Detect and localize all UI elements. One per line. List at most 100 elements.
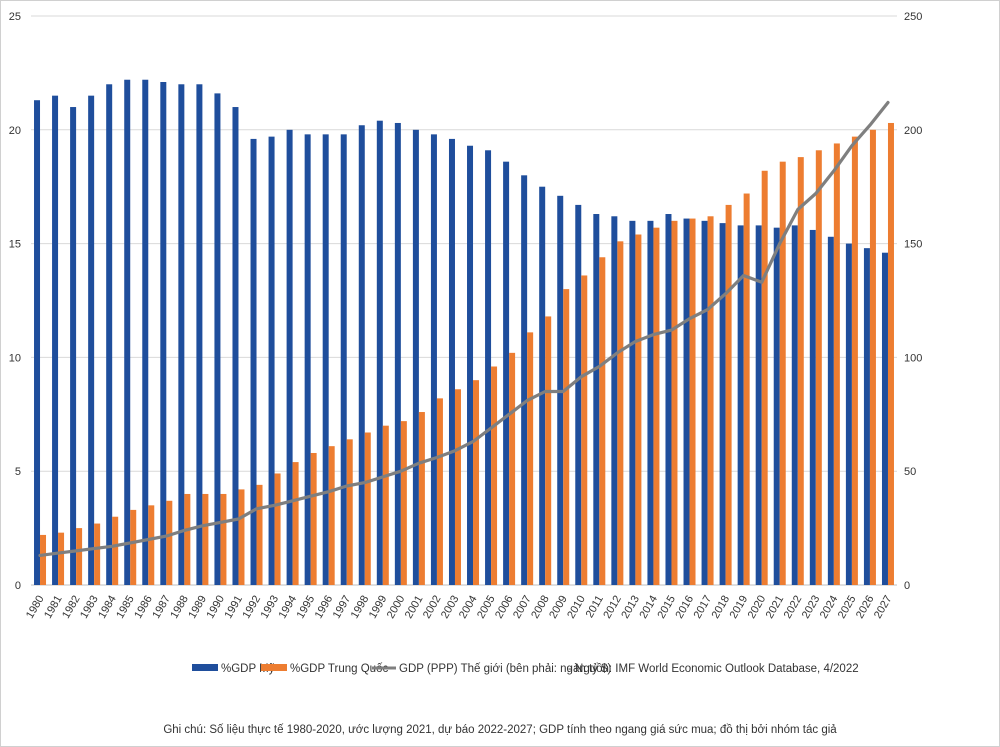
bar-china-1998: [364, 432, 371, 585]
gridlines: [31, 15, 897, 586]
bar-us-2006: [503, 161, 510, 585]
bar-us-2014: [647, 220, 654, 585]
y-left-tick-label: 20: [9, 125, 21, 137]
bar-china-1985: [130, 509, 137, 585]
bar-china-2015: [671, 220, 678, 585]
bar-china-1982: [76, 528, 83, 585]
bar-us-2007: [521, 175, 528, 585]
bar-us-1998: [358, 125, 365, 586]
bar-us-1994: [286, 129, 293, 586]
bar-us-1992: [250, 138, 257, 586]
bar-us-2026: [863, 248, 870, 586]
bar-us-2012: [611, 216, 618, 585]
y-right-tick-label: 100: [904, 352, 922, 364]
legend-label-world: GDP (PPP) Thế giới (bên phải: ngàn tỷ $): [399, 663, 611, 675]
bar-us-2015: [665, 214, 672, 585]
bar-us-2008: [539, 186, 546, 585]
bar-us-1991: [232, 107, 239, 585]
y-right-tick-label: 0: [904, 580, 910, 592]
bar-us-2003: [448, 138, 455, 586]
bar-us-2016: [683, 218, 690, 585]
bar-china-2013: [635, 234, 642, 585]
bar-us-2010: [575, 204, 582, 585]
bar-china-1981: [58, 532, 65, 585]
legend-label-china: %GDP Trung Quốc: [290, 663, 388, 675]
bar-china-2023: [815, 150, 822, 585]
y-left-tick-label: 10: [9, 352, 21, 364]
bar-china-2027: [887, 122, 894, 586]
bar-china-1986: [148, 505, 155, 585]
bar-us-2020: [755, 225, 762, 585]
bar-us-2022: [791, 225, 798, 585]
bar-china-2010: [581, 275, 588, 585]
legend-swatch-us: [192, 664, 218, 671]
bar-china-2005: [491, 366, 498, 585]
bar-us-1981: [52, 95, 59, 585]
bar-us-2024: [827, 236, 834, 585]
bar-us-1984: [106, 84, 113, 585]
bar-us-1995: [304, 134, 311, 586]
bar-china-2017: [707, 216, 714, 585]
y-right-tick-label: 150: [904, 239, 922, 251]
bar-china-2024: [833, 143, 840, 585]
bar-china-2018: [725, 204, 732, 585]
bar-us-2019: [737, 225, 744, 585]
bar-china-2014: [653, 227, 660, 585]
bar-china-2021: [779, 161, 786, 585]
bar-china-1996: [328, 446, 335, 585]
bar-us-1997: [340, 134, 347, 586]
bar-china-1984: [112, 516, 119, 585]
bar-china-1987: [166, 500, 173, 585]
bar-china-2020: [761, 170, 768, 585]
bar-china-1990: [220, 493, 227, 585]
bar-china-2026: [869, 129, 876, 586]
bar-china-1995: [310, 452, 317, 585]
bar-us-2013: [629, 220, 636, 585]
bar-us-2025: [845, 243, 852, 585]
bar-us-1983: [88, 95, 95, 585]
bar-china-1992: [256, 484, 263, 585]
line-world-gdp: [38, 100, 890, 558]
bar-us-1990: [214, 93, 221, 585]
y-right-tick-label: 250: [904, 11, 922, 23]
bar-us-1993: [268, 136, 275, 586]
legend-source: - Nguồn: IMF World Economic Outlook Data…: [568, 663, 859, 675]
bar-us-1986: [142, 79, 149, 585]
bar-china-2012: [617, 241, 624, 585]
bar-china-1993: [274, 473, 281, 585]
bar-us-1982: [70, 107, 77, 585]
bar-us-2004: [467, 145, 474, 585]
bar-china-1991: [238, 489, 245, 585]
line-series: [38, 100, 890, 558]
bar-china-2004: [473, 380, 480, 585]
bar-us-1985: [124, 79, 131, 585]
bar-us-2018: [719, 223, 726, 585]
bar-china-1997: [346, 439, 353, 585]
bar-china-1994: [292, 462, 299, 585]
bar-china-2006: [509, 352, 516, 585]
bar-china-2025: [851, 136, 858, 586]
bar-china-2019: [743, 193, 750, 585]
bar-us-1996: [322, 134, 329, 586]
bar-china-2008: [545, 316, 552, 585]
y-left-tick-label: 25: [9, 11, 21, 23]
bar-china-2000: [400, 421, 407, 585]
bar-us-1987: [160, 82, 167, 585]
y-left-tick-label: 0: [15, 580, 21, 592]
bar-us-2027: [881, 252, 888, 586]
legend: %GDP Mỹ %GDP Trung Quốc GDP (PPP) Thế gi…: [192, 663, 859, 675]
legend-swatch-china: [261, 664, 287, 671]
bar-china-2011: [599, 257, 606, 585]
bar-china-2009: [563, 289, 570, 585]
y-left-tick-label: 5: [15, 466, 21, 478]
bar-china-1983: [94, 523, 101, 585]
bars: [34, 79, 894, 586]
bar-us-2011: [593, 214, 600, 585]
bar-china-2022: [797, 157, 804, 585]
y-right-tick-label: 50: [904, 466, 916, 478]
bar-us-1989: [196, 84, 203, 585]
bar-china-1989: [202, 493, 209, 585]
bar-china-1980: [40, 534, 47, 585]
y-left-tick-label: 15: [9, 239, 21, 251]
bar-china-1999: [382, 425, 389, 585]
